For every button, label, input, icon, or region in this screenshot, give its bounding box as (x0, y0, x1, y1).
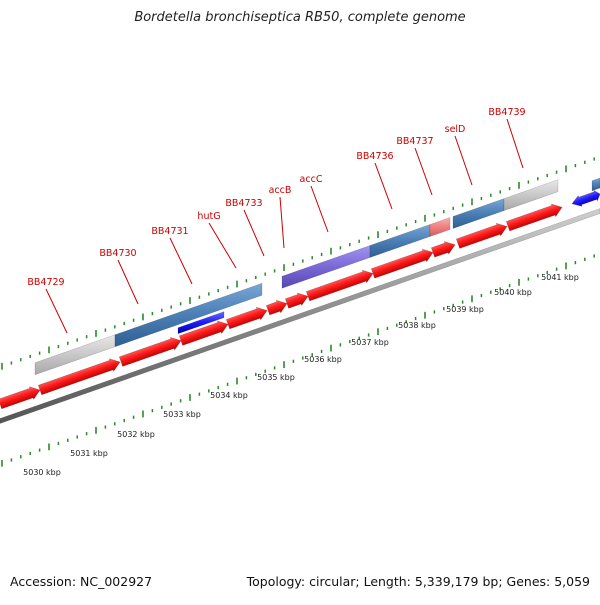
label-leader-line (169, 237, 193, 285)
gene-label: BB4730 (99, 248, 136, 259)
gene-label: BB4736 (356, 151, 393, 162)
gene-label: BB4739 (488, 107, 525, 118)
label-leader-line (279, 196, 285, 249)
cds-arrow (370, 248, 434, 279)
label-leader-line (374, 162, 393, 210)
genome-summary-text: Topology: circular; Length: 5,339,179 bp… (246, 574, 590, 589)
gene-labels: BB4729 BB4730 BB4731 hutG BB4733 accB accC BB47… (27, 107, 525, 288)
gene-label: hutG (197, 211, 220, 222)
cds-arrow (178, 320, 229, 346)
genome-backbone (0, 208, 600, 424)
label-leader-line (243, 209, 265, 257)
kbp-label: 5031 kbp (70, 449, 108, 458)
cds-arrow (225, 306, 268, 330)
kbp-label: 5030 kbp (23, 468, 61, 477)
gene-label: accB (269, 185, 292, 196)
label-leader-line (117, 259, 139, 305)
cds-arrow (0, 386, 41, 410)
gene-label-leaders (45, 118, 524, 334)
map-title: Bordetella bronchiseptica RB50, complete… (134, 10, 466, 25)
outer-tick-track (1, 157, 595, 370)
gene-bar-track (34, 177, 600, 376)
gene-label: BB4737 (396, 136, 433, 147)
cds-arrow (505, 203, 563, 232)
kbp-label: 5036 kbp (304, 355, 342, 364)
kbp-label: 5037 kbp (351, 338, 389, 347)
label-leader-line (454, 135, 473, 186)
gene-label: BB4731 (151, 226, 188, 237)
cds-arrow (265, 299, 288, 316)
cds-arrow (284, 292, 309, 309)
accession-text: Accession: NC_002927 (10, 574, 153, 589)
label-leader-line (506, 118, 524, 169)
kbp-label: 5039 kbp (446, 305, 484, 314)
gene-label: accC (300, 174, 323, 185)
kbp-label: 5041 kbp (541, 273, 579, 282)
label-leader-line (310, 185, 329, 233)
gene-label: BB4729 (27, 277, 64, 288)
gene-bar (114, 282, 263, 348)
kbp-label: 5035 kbp (257, 373, 295, 382)
kbp-label: 5033 kbp (163, 410, 201, 419)
cds-arrow (455, 222, 508, 249)
gene-label: BB4733 (225, 198, 262, 209)
hutG-inner-bar (177, 311, 225, 335)
cds-arrow (37, 358, 121, 396)
kbp-ruler-labels: 5030 kbp 5031 kbp 5032 kbp 5033 kbp 5034 kbp… (23, 273, 579, 477)
kbp-label: 5034 kbp (210, 391, 248, 400)
cds-arrow (430, 241, 456, 258)
pseudo-bar (503, 179, 559, 211)
cds-arrow (118, 336, 182, 367)
cds-arrow (305, 269, 374, 302)
reverse-cds-arrow (588, 189, 600, 202)
reverse-cds-arrow (571, 193, 592, 207)
gene-label: selD (445, 124, 466, 135)
kbp-label: 5040 kbp (494, 288, 532, 297)
cds-arrow-track (0, 189, 600, 410)
inner-tick-track (1, 254, 595, 467)
label-leader-line (208, 222, 237, 269)
kbp-label: 5038 kbp (398, 321, 436, 330)
label-leader-line (414, 147, 433, 196)
kbp-label: 5032 kbp (117, 430, 155, 439)
label-leader-line (45, 288, 68, 334)
misc-bar (429, 217, 451, 237)
backbone-line (0, 208, 600, 424)
gene-bar (591, 177, 600, 192)
